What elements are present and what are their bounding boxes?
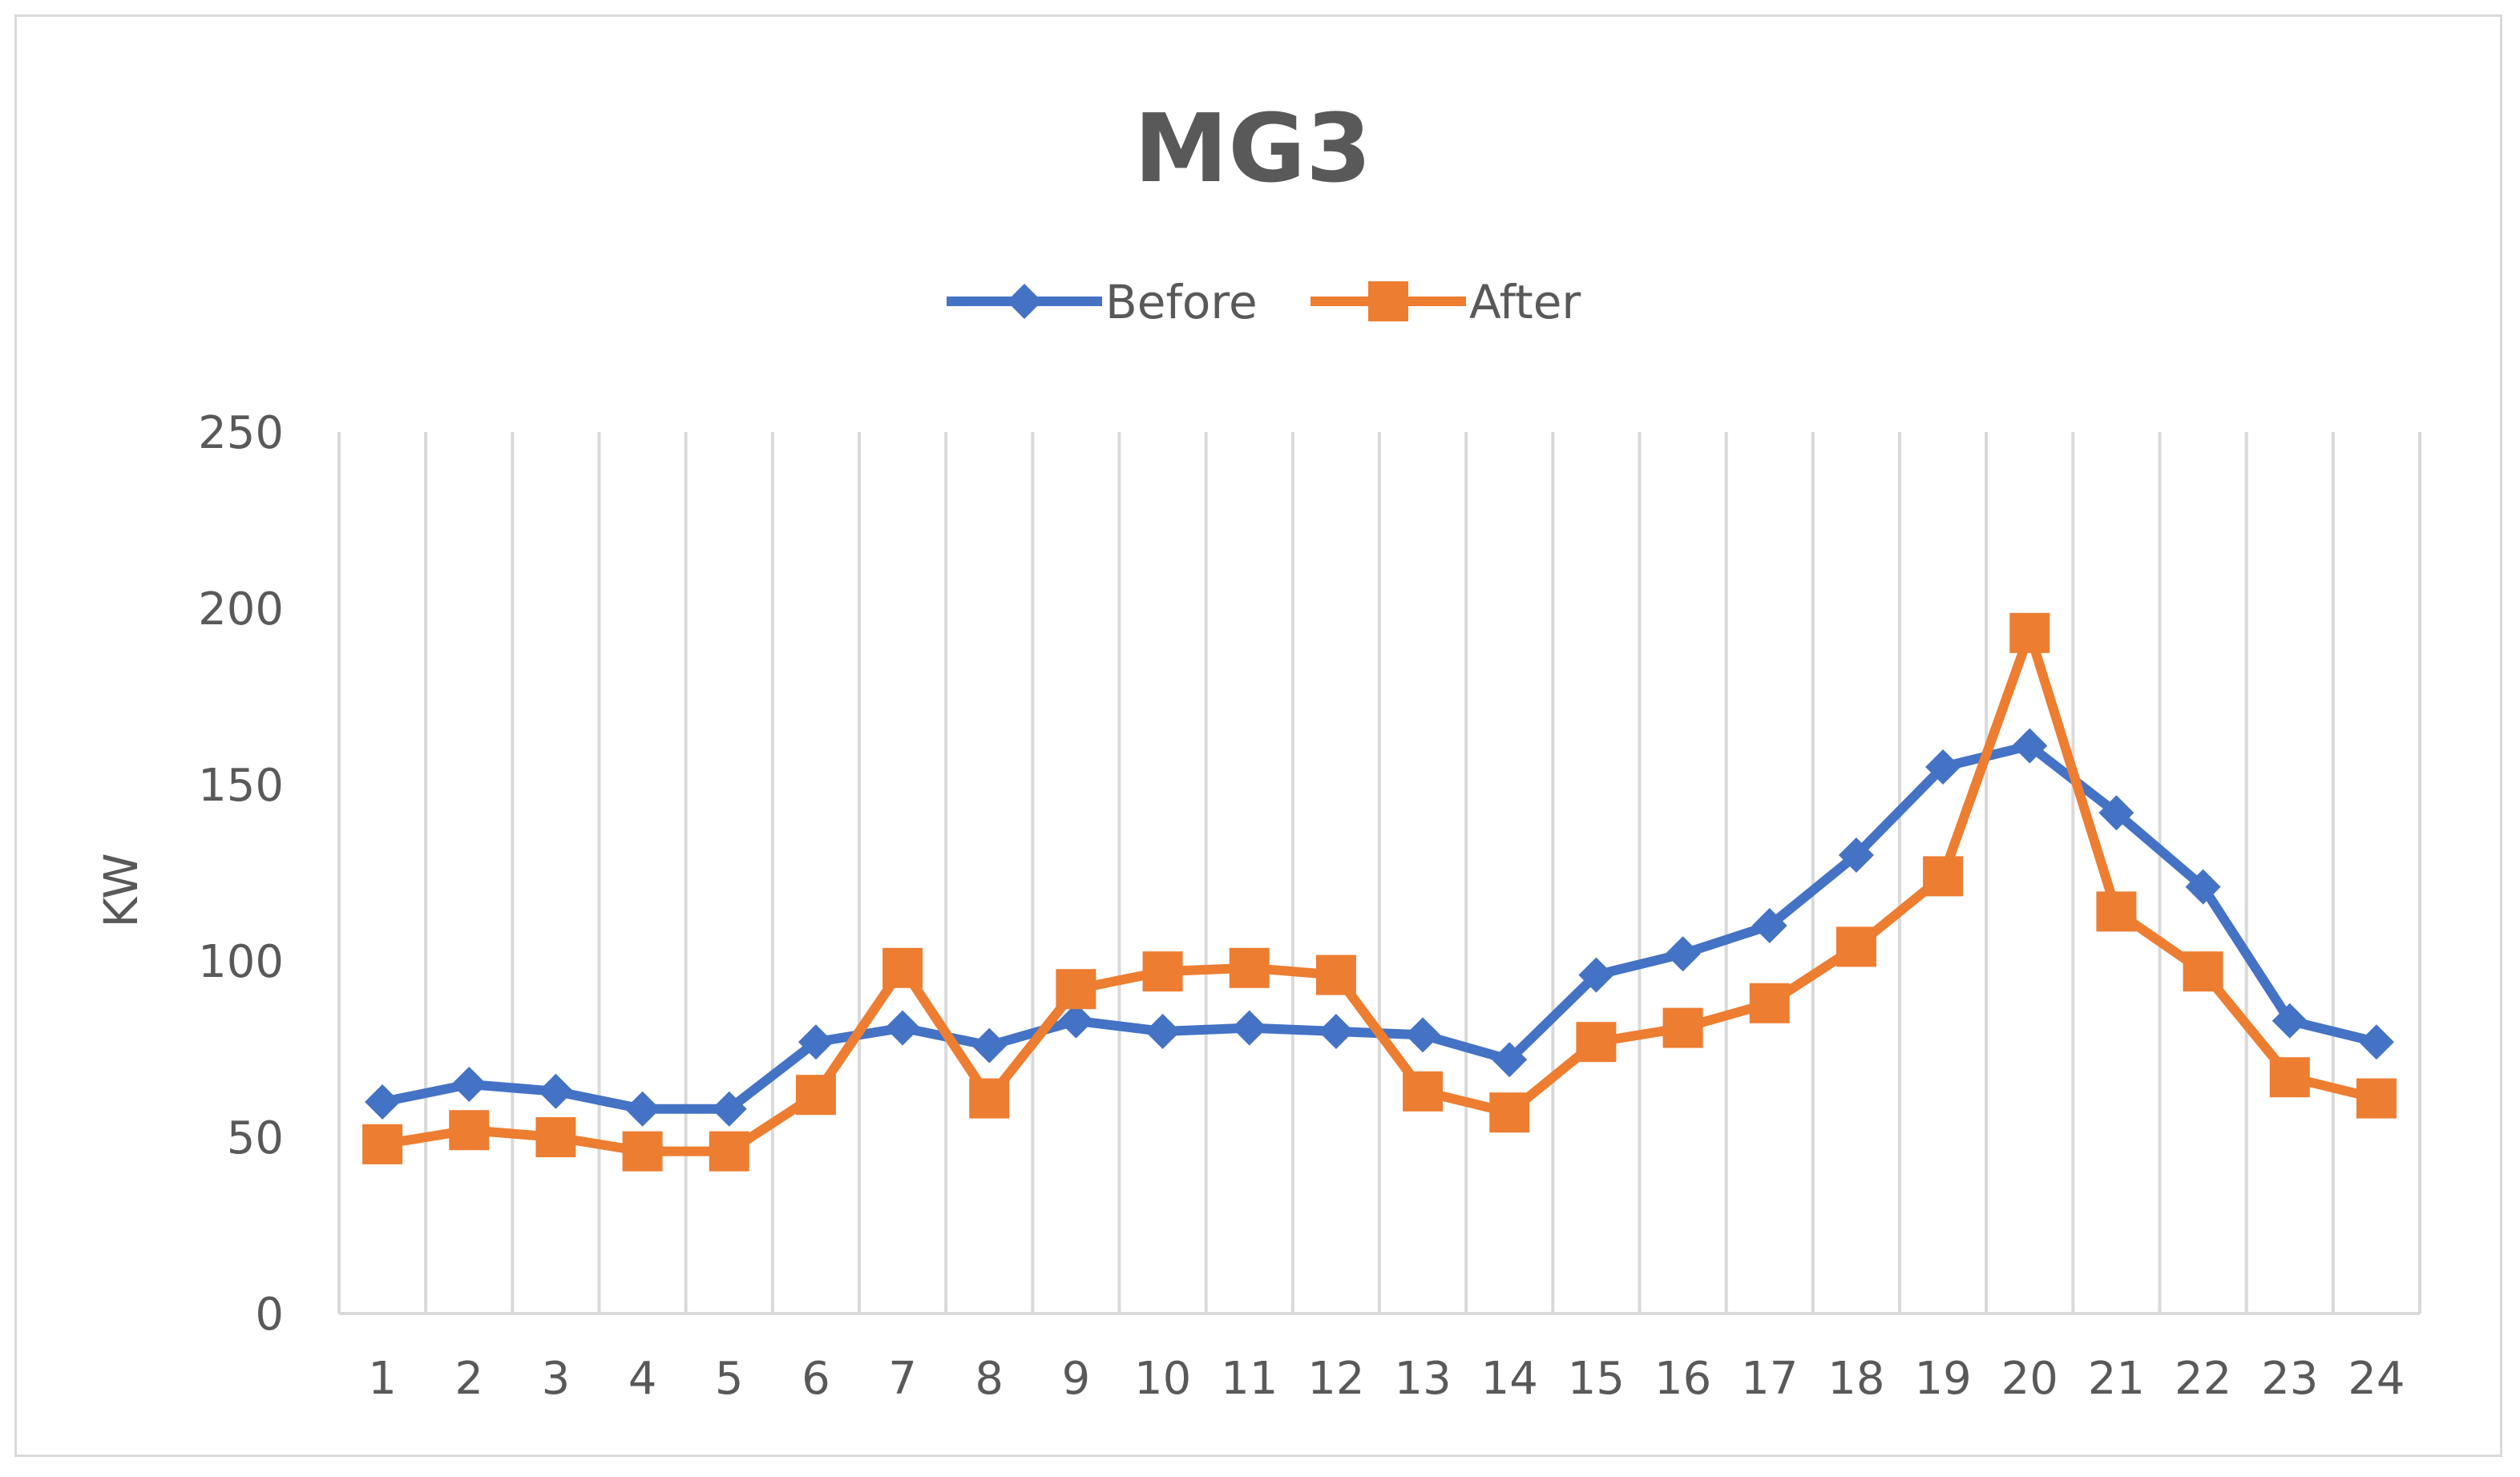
data-point-diamond: [971, 1027, 1008, 1063]
y-tick-label: 150: [198, 760, 284, 812]
y-axis-title: KW: [94, 853, 148, 927]
data-point-square: [709, 1131, 749, 1172]
data-point-square: [1489, 1092, 1530, 1133]
data-point-square: [1368, 281, 1408, 321]
data-point-diamond: [2098, 795, 2134, 831]
data-point-square: [535, 1117, 576, 1157]
data-point-square: [449, 1110, 490, 1151]
y-axis-ticks: 0 50 100 150 200 250: [198, 407, 284, 1341]
y-tick-label: 200: [198, 583, 284, 636]
data-point-diamond: [2272, 1003, 2308, 1039]
series-layer: [362, 612, 2397, 1172]
data-point-diamond: [711, 1091, 747, 1127]
data-point-square: [1229, 947, 1270, 988]
data-point-diamond: [451, 1067, 487, 1102]
data-point-diamond: [1492, 1042, 1528, 1078]
x-tick-label: 6: [802, 1353, 830, 1405]
data-point-diamond: [1058, 1003, 1094, 1039]
data-point-square: [969, 1078, 1010, 1119]
data-point-square: [1923, 856, 1964, 897]
data-point-diamond: [1838, 837, 1874, 873]
data-point-square: [1142, 951, 1183, 992]
data-point-diamond: [2185, 869, 2221, 905]
x-tick-label: 13: [1394, 1353, 1451, 1405]
x-tick-label: 1: [368, 1353, 397, 1405]
data-point-square: [2356, 1078, 2397, 1119]
x-tick-label: 15: [1568, 1353, 1625, 1405]
data-point-diamond: [1925, 749, 1961, 785]
x-axis-ticks: 1 2 3 4 5 6 7 8 9 10 11 12 13 14 15 16 17 18 19 20 21 22 23 24: [368, 1353, 2405, 1405]
legend-label: After: [1469, 275, 1581, 329]
data-point-diamond: [1231, 1010, 1267, 1046]
data-point-square: [2096, 891, 2137, 932]
data-point-diamond: [624, 1091, 660, 1127]
gridlines: [337, 432, 2421, 1315]
x-tick-label: 21: [2088, 1353, 2145, 1405]
data-point-diamond: [365, 1084, 401, 1120]
data-point-diamond: [1578, 957, 1614, 993]
x-tick-label: 16: [1654, 1353, 1711, 1405]
data-point-square: [622, 1131, 663, 1172]
data-point-diamond: [538, 1073, 574, 1109]
x-tick-label: 14: [1481, 1353, 1538, 1405]
data-point-square: [1403, 1071, 1444, 1112]
x-tick-label: 12: [1307, 1353, 1364, 1405]
x-tick-label: 8: [975, 1353, 1004, 1405]
data-point-square: [795, 1075, 836, 1116]
x-tick-label: 23: [2261, 1353, 2318, 1405]
data-point-square: [2009, 612, 2050, 653]
x-tick-label: 10: [1134, 1353, 1191, 1405]
x-tick-label: 4: [628, 1353, 657, 1405]
legend: Before After: [947, 275, 1581, 329]
x-tick-label: 3: [542, 1353, 571, 1405]
data-point-diamond: [1318, 1014, 1354, 1049]
data-point-diamond: [2358, 1024, 2394, 1060]
x-tick-label: 20: [2001, 1353, 2058, 1405]
y-tick-label: 250: [198, 407, 284, 459]
data-point-diamond: [1751, 908, 1787, 943]
data-point-square: [1662, 1007, 1703, 1048]
y-tick-label: 50: [227, 1112, 284, 1164]
y-tick-label: 100: [198, 936, 284, 988]
data-point-square: [882, 947, 923, 988]
legend-item-after: After: [1310, 275, 1581, 329]
data-point-square: [1315, 954, 1356, 995]
x-tick-label: 9: [1062, 1353, 1091, 1405]
y-tick-label: 0: [255, 1289, 284, 1341]
data-point-square: [362, 1124, 403, 1164]
x-tick-label: 17: [1741, 1353, 1798, 1405]
x-tick-label: 11: [1221, 1353, 1278, 1405]
data-point-diamond: [798, 1024, 834, 1060]
data-point-diamond: [885, 1010, 921, 1046]
legend-label: Before: [1105, 275, 1258, 329]
x-tick-label: 19: [1914, 1353, 1971, 1405]
data-point-diamond: [1665, 936, 1701, 972]
series-after: [362, 612, 2397, 1172]
data-point-square: [1056, 969, 1096, 1010]
data-point-diamond: [1405, 1017, 1441, 1053]
data-point-square: [1749, 983, 1790, 1023]
data-point-diamond: [1145, 1014, 1181, 1049]
legend-item-before: Before: [947, 275, 1258, 329]
x-tick-label: 24: [2348, 1353, 2405, 1405]
data-point-diamond: [1007, 284, 1042, 319]
data-point-square: [2269, 1057, 2310, 1098]
chart-title: MG3: [1134, 93, 1371, 204]
data-point-square: [1576, 1022, 1617, 1063]
data-point-square: [1835, 926, 1876, 967]
x-tick-label: 5: [715, 1353, 744, 1405]
x-tick-label: 18: [1827, 1353, 1884, 1405]
x-tick-label: 2: [454, 1353, 483, 1405]
data-point-square: [2183, 951, 2223, 992]
data-point-diamond: [2012, 728, 2048, 764]
x-tick-label: 22: [2175, 1353, 2231, 1405]
x-tick-label: 7: [888, 1353, 917, 1405]
